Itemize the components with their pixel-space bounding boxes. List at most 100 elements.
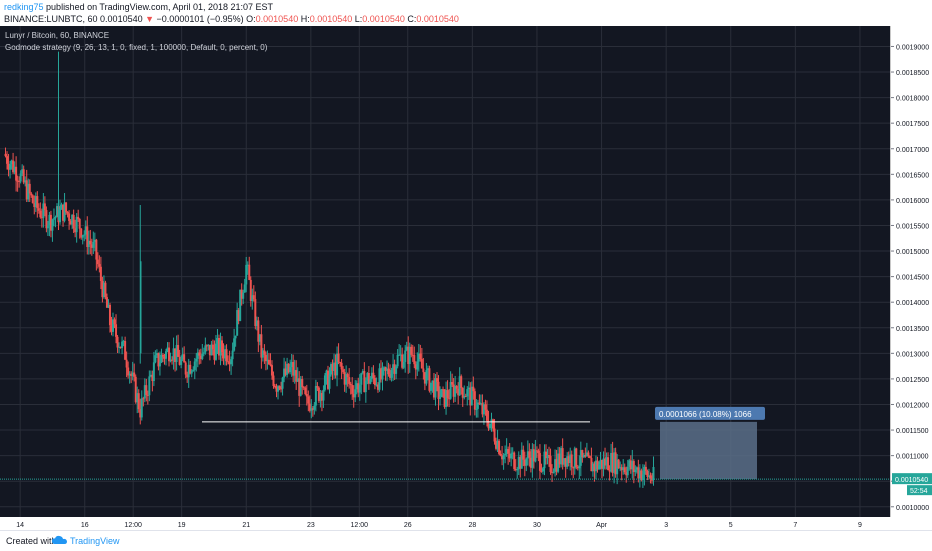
candle-body xyxy=(22,169,25,183)
candle-body xyxy=(434,378,437,398)
candle-body xyxy=(143,385,146,399)
candle-body xyxy=(364,380,367,393)
candle-body xyxy=(576,466,579,469)
candle-body xyxy=(354,389,357,398)
candle-body xyxy=(139,409,142,418)
candle-body xyxy=(399,354,402,356)
candle-body xyxy=(80,228,83,238)
candle-body xyxy=(134,376,137,403)
candle-body xyxy=(386,368,389,371)
candle-body xyxy=(269,364,272,366)
candle-body xyxy=(227,361,230,363)
publish-line: redking75 published on TradingView.com, … xyxy=(4,2,273,12)
candle-body xyxy=(89,240,92,245)
candle-body xyxy=(140,398,143,418)
candle-body xyxy=(149,374,152,377)
candle-body xyxy=(604,458,607,466)
candle-body xyxy=(237,310,240,321)
candle-body xyxy=(30,193,33,196)
chart-plot-area[interactable]: 0.0001066 (10.08%) 1066 Lunyr / Bitcoin,… xyxy=(0,26,890,517)
candle-body xyxy=(511,452,514,454)
candle-body xyxy=(463,396,466,398)
candle-body xyxy=(157,353,160,367)
candle-body xyxy=(650,479,653,481)
y-tick-label: 0.0017500 xyxy=(896,121,929,128)
candle-body xyxy=(472,386,475,392)
candle-body xyxy=(585,452,588,457)
candle-body xyxy=(39,210,42,218)
candle-body xyxy=(280,388,283,390)
y-tick-label: 0.0019000 xyxy=(896,44,929,51)
tradingview-brand-link[interactable]: TradingView xyxy=(70,536,120,546)
y-tick-label: 0.0015500 xyxy=(896,223,929,230)
open-value: 0.0010540 xyxy=(255,14,299,24)
candle-body xyxy=(492,419,495,429)
candle-body xyxy=(634,469,637,473)
candle-body xyxy=(62,204,65,221)
candle-body xyxy=(408,346,411,365)
candle-body xyxy=(626,466,629,476)
candle-body xyxy=(352,393,355,398)
candle-body xyxy=(258,334,261,342)
candle-body xyxy=(225,349,228,362)
candle-body xyxy=(199,355,202,359)
candle-body xyxy=(528,451,531,458)
candle-body xyxy=(572,467,575,469)
candle-body xyxy=(66,211,69,214)
username-link[interactable]: redking75 xyxy=(4,2,44,12)
candle-body xyxy=(339,362,342,364)
candle-body xyxy=(65,202,68,212)
candle-body xyxy=(467,387,470,390)
candle-body xyxy=(272,375,275,386)
candle-body xyxy=(414,364,417,370)
candle-body xyxy=(6,156,9,164)
candle-body xyxy=(357,383,360,393)
time-axis-labels: 14 16 12:00 19 21 23 12:00 26 28 30 Apr 3 5 7 9 xyxy=(16,522,862,529)
candle-body xyxy=(466,389,469,397)
candle-body xyxy=(605,457,608,466)
candle-body xyxy=(523,459,526,466)
time-axis[interactable]: 14 16 12:00 19 21 23 12:00 26 28 30 Apr 3 5 7 9 xyxy=(0,517,890,529)
candle-body xyxy=(164,351,167,359)
price-axis[interactable]: 0.00100000.00105000.00110000.00115000.00… xyxy=(890,26,932,517)
candle-body xyxy=(148,376,151,396)
x-tick-label: 12:00 xyxy=(124,522,142,529)
candle-body xyxy=(569,454,572,464)
candle-body xyxy=(204,345,207,353)
candle-body xyxy=(249,279,252,301)
candle-body xyxy=(83,234,86,236)
candle-body xyxy=(207,344,210,347)
candle-body xyxy=(263,350,266,355)
candle-body xyxy=(234,335,237,339)
candle-body xyxy=(616,459,619,475)
candle-body xyxy=(372,372,375,378)
candle-body xyxy=(275,386,278,392)
candle-body xyxy=(96,259,99,265)
candlestick-chart: 0.0001066 (10.08%) 1066 xyxy=(0,26,890,517)
candle-body xyxy=(63,202,66,221)
candle-body xyxy=(387,368,390,375)
candle-body xyxy=(230,359,233,365)
candle-body xyxy=(323,375,326,390)
candle-body xyxy=(420,359,423,369)
candle-body xyxy=(488,423,491,429)
x-tick-label: 14 xyxy=(16,522,24,529)
candle-body xyxy=(428,368,431,391)
candle-body xyxy=(78,218,81,229)
candle-body xyxy=(384,367,387,371)
candle-body xyxy=(351,385,354,394)
candle-body xyxy=(55,206,58,217)
candle-body xyxy=(517,456,520,470)
candle-body xyxy=(502,455,505,460)
x-tick-label: 16 xyxy=(81,522,89,529)
candle-body xyxy=(643,466,646,475)
candle-body xyxy=(622,467,625,471)
y-tick-label: 0.0015000 xyxy=(896,249,929,256)
candle-body xyxy=(196,352,199,359)
candle-body xyxy=(221,340,224,353)
candle-body xyxy=(499,453,502,456)
candle-body xyxy=(346,374,349,378)
candle-body xyxy=(599,459,602,465)
candle-body xyxy=(21,169,24,174)
candle-body xyxy=(216,338,219,344)
